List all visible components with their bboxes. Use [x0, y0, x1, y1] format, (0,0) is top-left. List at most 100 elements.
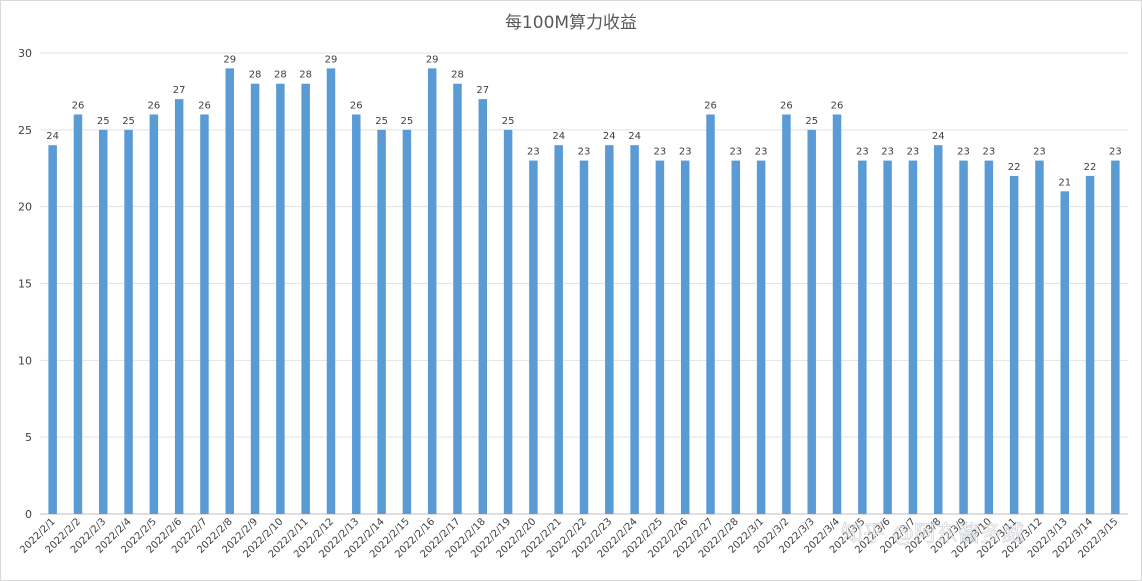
- y-axis-ticks: 0 5 10 15 20 25 30: [18, 47, 32, 521]
- bar: [225, 68, 235, 514]
- y-tick-label: 0: [25, 508, 32, 521]
- chart-title: 每100M算力收益: [505, 13, 637, 33]
- data-label: 24: [603, 131, 616, 142]
- bar: [149, 114, 159, 514]
- data-label: 25: [401, 116, 414, 127]
- bar: [124, 129, 133, 515]
- bar: [276, 83, 285, 514]
- bar: [301, 83, 310, 514]
- watermark: 知乎 @阿东酱多威: [841, 522, 1024, 547]
- bar: [832, 114, 842, 514]
- bar: [908, 160, 918, 515]
- data-label: 25: [805, 116, 818, 127]
- bars: [48, 68, 1120, 515]
- data-label: 26: [831, 100, 844, 111]
- bar: [99, 129, 108, 515]
- data-label: 25: [375, 116, 388, 127]
- y-tick-label: 20: [18, 201, 32, 214]
- bar: [579, 160, 589, 515]
- bar: [858, 160, 867, 515]
- data-label: 23: [982, 147, 995, 158]
- data-label: 23: [654, 147, 667, 158]
- data-label: 26: [72, 100, 85, 111]
- data-label: 23: [1033, 147, 1046, 158]
- data-label: 26: [147, 100, 160, 111]
- bar: [706, 114, 715, 514]
- data-labels: 24 26 25 25 26 27 26 29 28 28 28 29 26 25 25 29 28 27 25 23…: [46, 54, 1121, 188]
- bar: [933, 145, 943, 514]
- bar: [48, 145, 57, 514]
- bar: [174, 99, 184, 514]
- data-label: 23: [957, 147, 970, 158]
- bar: [326, 68, 336, 514]
- bar: [1085, 175, 1095, 514]
- bar: [453, 83, 462, 514]
- bar: [73, 114, 83, 514]
- data-label: 23: [679, 147, 692, 158]
- bar: [807, 129, 816, 515]
- data-label: 21: [1058, 177, 1071, 188]
- data-label: 25: [122, 116, 135, 127]
- data-label: 23: [755, 147, 768, 158]
- data-label: 23: [527, 147, 540, 158]
- bar: [1035, 160, 1044, 515]
- data-label: 24: [628, 131, 641, 142]
- bar: [680, 160, 690, 515]
- data-label: 22: [1008, 162, 1021, 173]
- bar: [756, 160, 766, 515]
- bar: [959, 160, 968, 515]
- data-label: 29: [223, 54, 236, 65]
- data-label: 23: [729, 147, 742, 158]
- y-tick-label: 15: [18, 278, 32, 291]
- data-label: 29: [426, 54, 439, 65]
- bar: [402, 129, 412, 515]
- data-label: 27: [173, 85, 186, 96]
- data-label: 26: [350, 100, 363, 111]
- bar: [503, 129, 513, 515]
- bar: [984, 160, 994, 515]
- bar: [554, 145, 563, 514]
- bar: [478, 99, 488, 514]
- y-tick-label: 5: [25, 431, 32, 444]
- data-label: 28: [249, 70, 262, 81]
- bar: [427, 68, 437, 514]
- data-label: 25: [97, 116, 110, 127]
- bar: [1009, 175, 1019, 514]
- data-label: 25: [502, 116, 515, 127]
- bar: [883, 160, 892, 515]
- bar: [200, 114, 209, 514]
- data-label: 23: [907, 147, 920, 158]
- bar: [782, 114, 791, 514]
- bar: [377, 129, 386, 515]
- bar: [352, 114, 361, 514]
- bar: [630, 145, 639, 514]
- data-label: 26: [704, 100, 717, 111]
- data-label: 29: [325, 54, 338, 65]
- data-label: 27: [476, 85, 489, 96]
- bar: [605, 145, 614, 514]
- data-label: 23: [856, 147, 869, 158]
- data-label: 24: [552, 131, 565, 142]
- data-label: 28: [274, 70, 287, 81]
- data-label: 23: [881, 147, 894, 158]
- data-label: 28: [451, 70, 464, 81]
- data-label: 28: [299, 70, 312, 81]
- bar: [655, 160, 665, 515]
- bar: [1060, 191, 1069, 515]
- bar: [250, 83, 260, 514]
- data-label: 23: [1109, 147, 1122, 158]
- bar: [731, 160, 741, 515]
- data-label: 24: [46, 131, 59, 142]
- y-tick-label: 10: [18, 354, 32, 367]
- data-label: 24: [932, 131, 945, 142]
- data-label: 22: [1084, 162, 1097, 173]
- data-label: 26: [198, 100, 211, 111]
- y-tick-label: 30: [18, 47, 32, 60]
- bar: [529, 160, 538, 515]
- y-tick-label: 25: [18, 124, 32, 137]
- data-label: 26: [780, 100, 793, 111]
- bar: [1111, 160, 1120, 515]
- data-label: 23: [578, 147, 591, 158]
